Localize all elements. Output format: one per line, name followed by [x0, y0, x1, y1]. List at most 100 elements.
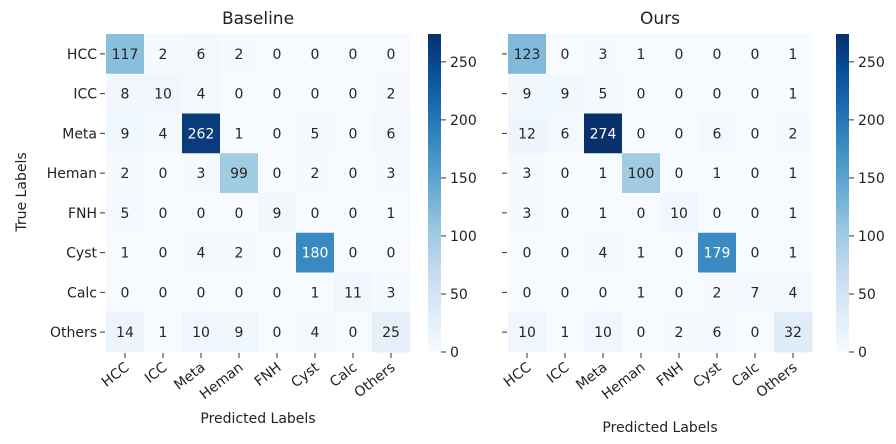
- cell-value-label: 4: [789, 285, 798, 301]
- heatmap-cell: [660, 34, 699, 75]
- colorbar-tick-label: 150: [858, 171, 885, 187]
- cell-value-label: 0: [235, 206, 244, 222]
- heatmap-cell: [220, 34, 259, 75]
- cell-value-label: 0: [273, 126, 282, 142]
- heatmap-cell: [258, 312, 297, 353]
- cell-value-label: 3: [523, 206, 532, 222]
- heatmap-baseline: Baseline 117 2 6 2 0 0 0 08 10 4 0 0 0 0 29 4 262 1 0 5 0 62 0…: [14, 9, 477, 427]
- heatmap-cell: [698, 232, 737, 273]
- cell-value-label: 0: [311, 47, 320, 63]
- heatmap-cell: [182, 312, 221, 353]
- heatmap-cell: [622, 312, 661, 353]
- heatmap-cell: [736, 272, 775, 313]
- cell-value-label: 4: [159, 126, 168, 142]
- heatmap-cell: [774, 232, 813, 273]
- cell-value-label: 0: [751, 126, 760, 142]
- cell-value-label: 0: [751, 47, 760, 63]
- y-tick-label: Calc: [67, 285, 97, 301]
- heatmap-cell: [774, 113, 813, 154]
- cell-value-label: 6: [561, 126, 570, 142]
- cell-value-label: 10: [670, 206, 688, 222]
- cell-value-label: 5: [311, 126, 320, 142]
- heatmap-cell: [660, 272, 699, 313]
- heatmap-cell: [144, 193, 183, 234]
- cell-value-label: 0: [751, 206, 760, 222]
- cell-value-label: 0: [159, 246, 168, 262]
- cell-value-label: 123: [514, 47, 541, 63]
- heatmap-cell: [508, 312, 547, 353]
- cell-value-label: 12: [518, 126, 536, 142]
- heatmap-cell: [334, 153, 373, 194]
- cell-value-label: 0: [197, 285, 206, 301]
- cell-value-label: 0: [273, 87, 282, 103]
- x-tick-label: ICC: [142, 359, 171, 386]
- colorbar-tick-label: 250: [858, 55, 885, 71]
- heatmap-cell: [220, 193, 259, 234]
- heatmap-cell: [220, 232, 259, 273]
- heatmap-cell: [774, 34, 813, 75]
- y-tick-label: Cyst: [66, 246, 97, 262]
- heatmap-cell: [334, 193, 373, 234]
- heatmap-cell: [372, 113, 411, 154]
- cell-value-label: 0: [713, 206, 722, 222]
- heatmap-cell: [622, 73, 661, 114]
- heatmap-cell: [296, 153, 335, 194]
- heatmap-cell: [334, 73, 373, 114]
- heatmap-cell: [508, 193, 547, 234]
- heatmap-cell: [584, 113, 623, 154]
- x-tick-label: ICC: [544, 359, 573, 386]
- y-tick-label: Heman: [47, 166, 97, 182]
- heatmap-cell: [258, 153, 297, 194]
- heatmap-cell: [372, 312, 411, 353]
- cell-value-label: 1: [599, 206, 608, 222]
- cell-value-label: 4: [197, 246, 206, 262]
- heatmap-cell: [220, 113, 259, 154]
- cell-value-label: 0: [751, 87, 760, 103]
- cell-value-label: 1: [789, 47, 798, 63]
- heatmap-cell: [660, 312, 699, 353]
- y-tick-label: ICC: [73, 87, 97, 103]
- colorbar-tick-label: 250: [450, 55, 477, 71]
- cell-value-label: 0: [159, 285, 168, 301]
- heatmap-cell: [698, 272, 737, 313]
- cell-value-label: 3: [387, 166, 396, 182]
- heatmap-cell: [584, 312, 623, 353]
- heatmap-cell: [258, 232, 297, 273]
- x-axis-label: Predicted Labels: [200, 411, 315, 427]
- colorbar-tick-label: 100: [858, 229, 885, 245]
- cell-value-label: 0: [751, 325, 760, 341]
- heatmap-cell: [296, 272, 335, 313]
- cell-value-label: 0: [349, 206, 358, 222]
- heatmap-cell: [698, 193, 737, 234]
- heatmap-cell: [220, 73, 259, 114]
- cell-value-label: 2: [675, 325, 684, 341]
- heatmap-cell: [546, 232, 585, 273]
- cell-value-label: 0: [561, 206, 570, 222]
- heatmap-cell: [546, 193, 585, 234]
- cell-value-label: 10: [154, 87, 172, 103]
- cell-value-label: 274: [590, 126, 617, 142]
- heatmap-cell: [660, 113, 699, 154]
- x-tick-label: Others: [352, 360, 399, 402]
- heatmap-cell: [736, 232, 775, 273]
- heatmap-cell: [296, 312, 335, 353]
- colorbar-gradient: [836, 34, 849, 352]
- cell-value-label: 179: [704, 246, 731, 262]
- heatmap-cell: [144, 73, 183, 114]
- cell-value-label: 0: [311, 87, 320, 103]
- cell-value-label: 0: [561, 246, 570, 262]
- cell-value-label: 2: [789, 126, 798, 142]
- cell-value-label: 0: [637, 87, 646, 103]
- heatmap-cell: [334, 34, 373, 75]
- y-ticks: [502, 53, 507, 333]
- colorbar-tick-label: 0: [858, 345, 867, 361]
- cell-value-label: 25: [382, 325, 400, 341]
- heatmap-cell: [220, 153, 259, 194]
- cell-value-label: 0: [349, 166, 358, 182]
- heatmap-cell: [622, 232, 661, 273]
- cell-value-label: 0: [197, 206, 206, 222]
- cell-value-label: 1: [159, 325, 168, 341]
- heatmap-cell: [334, 113, 373, 154]
